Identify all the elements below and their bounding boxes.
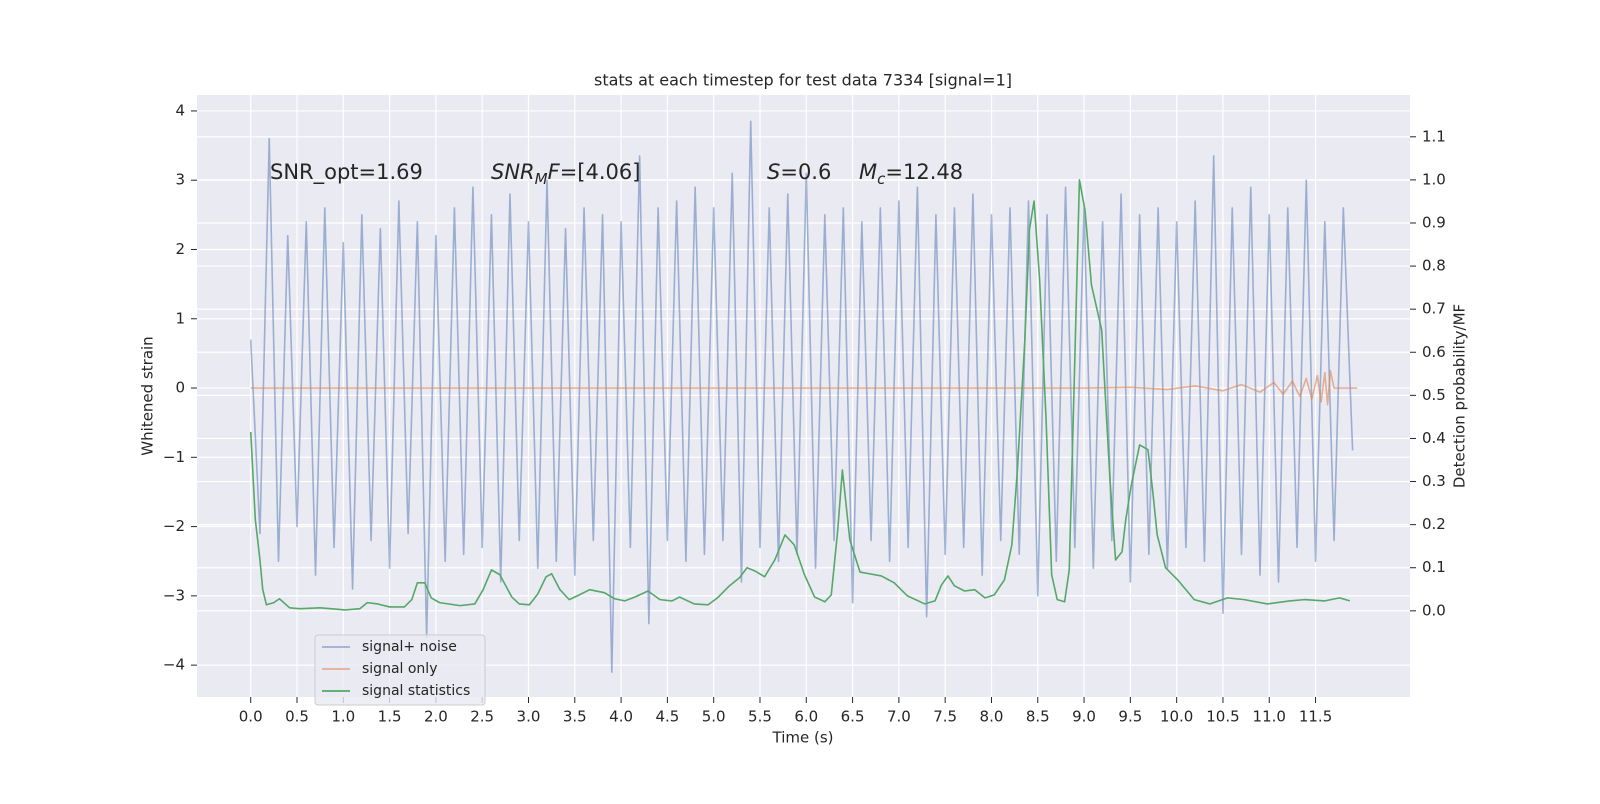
- y-tick-label: 1: [175, 309, 185, 327]
- x-tick-label: 9.0: [1072, 708, 1096, 726]
- annotation: SNRMF=[4.06]: [491, 160, 640, 188]
- y2-tick-label: 0.3: [1422, 472, 1446, 490]
- chart-title: stats at each timestep for test data 733…: [594, 71, 1012, 90]
- y2-tick-label: 0.0: [1422, 601, 1446, 619]
- x-tick-label: 6.0: [794, 708, 818, 726]
- x-tick-label: 8.5: [1026, 708, 1050, 726]
- annotation-part: =12.48: [885, 160, 963, 184]
- y-tick-label: 2: [175, 240, 185, 258]
- y2-tick-label: 0.7: [1422, 300, 1446, 318]
- x-tick-label: 9.5: [1118, 708, 1142, 726]
- x-tick-label: 1.0: [331, 708, 355, 726]
- x-tick-label: 3.0: [517, 708, 541, 726]
- series-line: [249, 179, 1351, 611]
- x-tick-label: 7.0: [887, 708, 911, 726]
- y2-tick-label: 1.1: [1422, 127, 1446, 145]
- x-tick-label: 5.0: [702, 708, 726, 726]
- x-tick-label: 0.0: [239, 708, 263, 726]
- y2-tick-label: 0.1: [1422, 558, 1446, 576]
- annotation-part: S: [767, 160, 780, 184]
- x-tick-label: 5.5: [748, 708, 772, 726]
- x-tick-label: 3.5: [563, 708, 587, 726]
- annotation-part: SNR_opt=1.69: [270, 160, 423, 185]
- y2-tick-label: 0.4: [1422, 429, 1446, 447]
- y2-tick-label: 0.5: [1422, 386, 1446, 404]
- annotation-part: =0.6: [780, 160, 831, 184]
- annotation-part: =[4.06]: [560, 160, 641, 184]
- annotation: SNR_opt=1.69: [270, 160, 423, 185]
- x-tick-label: 10.0: [1160, 708, 1193, 726]
- y2-tick-label: 1.0: [1422, 170, 1446, 188]
- y2-tick-label: 0.2: [1422, 515, 1446, 533]
- y-tick-label: 4: [175, 101, 185, 119]
- x-tick-label: 4.5: [655, 708, 679, 726]
- legend-label: signal statistics: [362, 683, 470, 699]
- y2-tick-label: 0.8: [1422, 257, 1446, 275]
- x-tick-label: 0.5: [285, 708, 309, 726]
- x-tick-label: 6.5: [841, 708, 865, 726]
- y-tick-label: −1: [163, 448, 185, 466]
- x-tick-label: 8.0: [980, 708, 1004, 726]
- annotation-part: M: [535, 170, 548, 188]
- x-tick-label: 10.5: [1206, 708, 1239, 726]
- x-tick-label: 1.5: [378, 708, 402, 726]
- x-tick-label: 2.0: [424, 708, 448, 726]
- legend-label: signal only: [362, 661, 437, 677]
- annotation: S=0.6: [767, 160, 831, 184]
- y2-axis-label: Detection probability/MF: [1451, 304, 1469, 488]
- legend-box: [314, 634, 486, 706]
- y2-tick-label: 0.6: [1422, 343, 1446, 361]
- y-tick-label: −4: [163, 656, 185, 674]
- annotation: Mc=12.48: [859, 160, 963, 188]
- y-tick-label: 0: [175, 379, 185, 397]
- y-tick-label: −3: [163, 586, 185, 604]
- annotation-part: F: [548, 160, 561, 184]
- y2-tick-label: 0.9: [1422, 213, 1446, 231]
- series-line: [250, 369, 1358, 406]
- y-axis-label: Whitened strain: [139, 336, 157, 455]
- y-tick-label: 3: [175, 171, 185, 189]
- annotation-part: c: [877, 170, 886, 188]
- x-tick-label: 11.0: [1253, 708, 1286, 726]
- x-tick-label: 2.5: [470, 708, 494, 726]
- y-tick-label: −2: [163, 517, 185, 535]
- annotation-part: M: [859, 160, 877, 184]
- series-line: [249, 120, 1354, 673]
- x-tick-label: 7.5: [933, 708, 957, 726]
- x-axis-label: Time (s): [772, 729, 834, 747]
- x-tick-label: 4.0: [609, 708, 633, 726]
- legend-label: signal+ noise: [362, 639, 457, 655]
- x-tick-label: 11.5: [1299, 708, 1332, 726]
- annotation-part: SNR: [491, 160, 535, 184]
